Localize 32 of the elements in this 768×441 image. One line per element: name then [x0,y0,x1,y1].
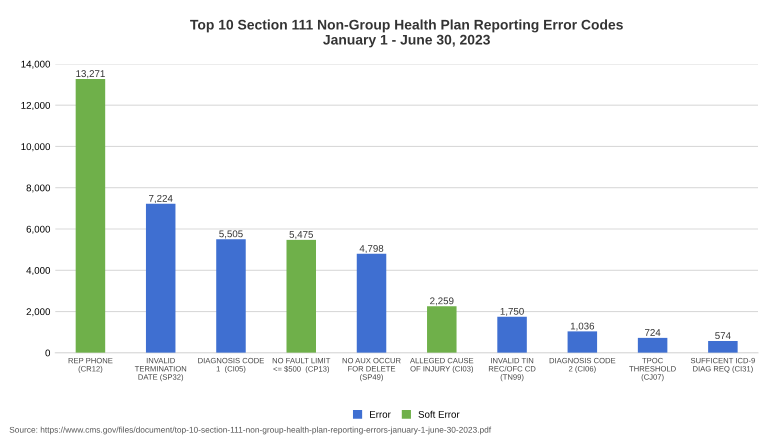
bar [76,78,106,353]
legend-label: Soft Error [418,410,460,418]
text: 7,224 [149,194,173,203]
legend-label: Error [370,411,391,418]
chart-title: Top 10 Section 111 Non-Group Health Plan Reporting Error Codes January 1 - June 30, 2023 [190,19,623,48]
y-tick-label: 4,000 [26,267,50,276]
text: 2,259 [430,297,454,306]
text: 1,036 [570,322,594,331]
bar [216,239,246,353]
text: 4,798 [360,245,384,254]
y-tick-label: 0 [45,350,50,356]
text: 574 [715,332,731,340]
bar [286,240,316,353]
y-tick-label: 12,000 [21,102,50,110]
bar [497,316,527,353]
text: 724 [644,329,660,336]
y-tick-label: 6,000 [26,226,50,234]
bar [356,254,386,353]
y-tick-label: 14,000 [21,60,50,69]
text: 1,750 [500,308,524,316]
bar [146,204,176,353]
bar [427,306,457,353]
bar [568,331,598,353]
bar [638,338,668,353]
y-tick-label: 2,000 [26,308,50,316]
y-tick-label: 10,000 [21,143,50,152]
y-tick-label: 8,000 [26,184,50,193]
text: 5,505 [219,230,243,238]
text: 5,475 [289,231,314,240]
source-note: Source: https://www.cms.gov/files/document/top-10-section-111-non-group-health-plan-reporting-errors-january-1-june-30-2023.pdf [10,426,492,434]
text: 13,271 [76,70,105,78]
bar [708,340,738,353]
